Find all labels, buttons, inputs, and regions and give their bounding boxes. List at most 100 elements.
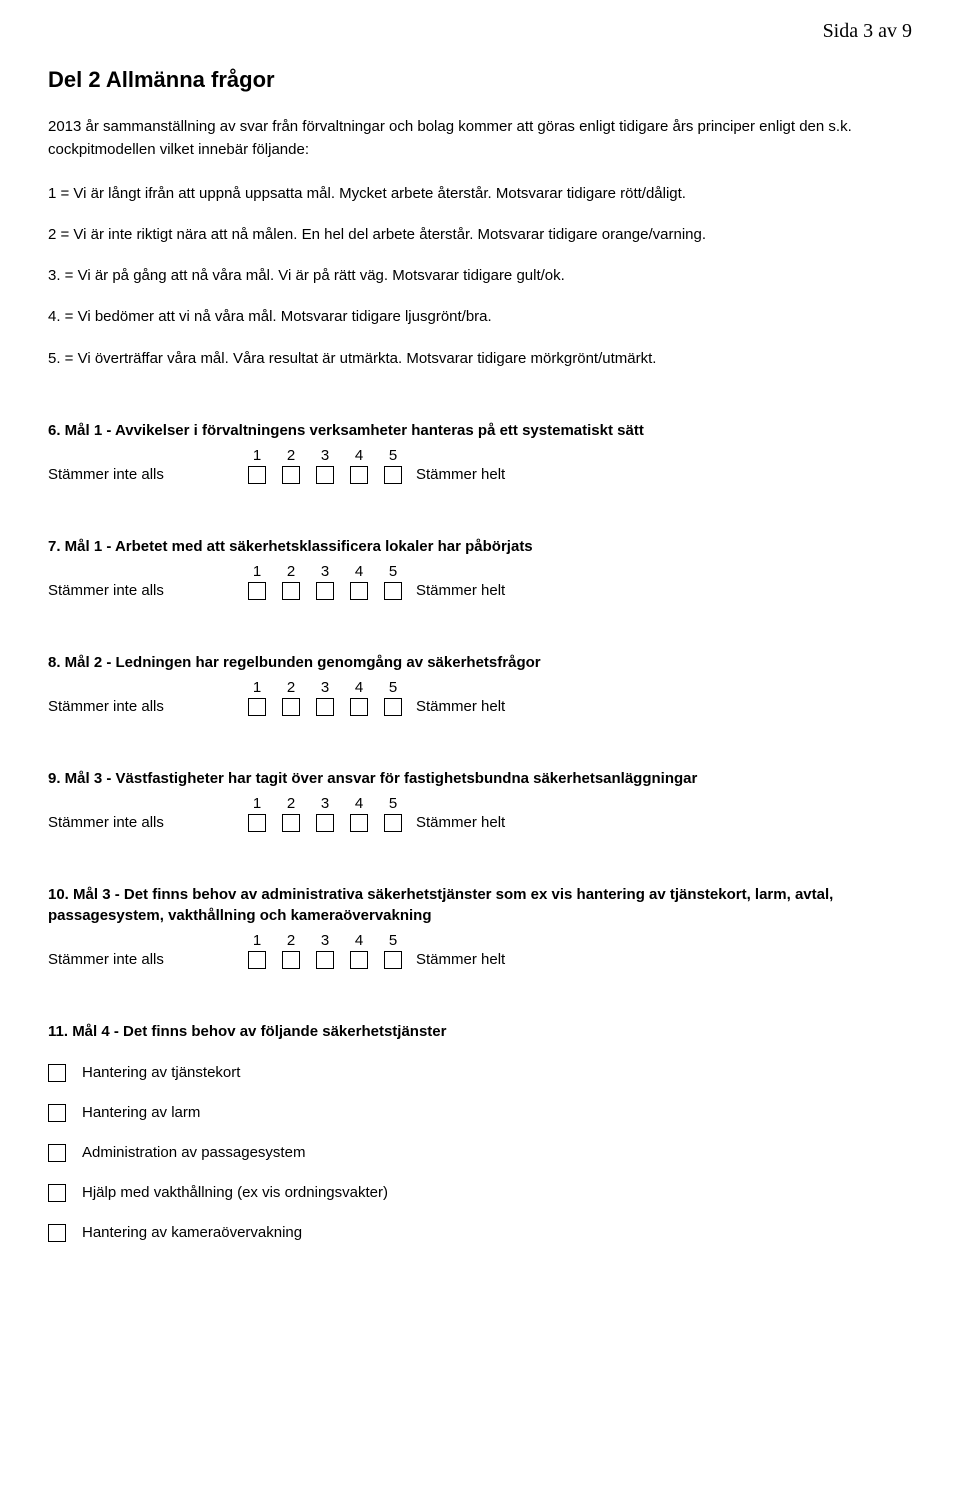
scale-checkbox-4[interactable] <box>350 814 368 832</box>
scale-checkbox-3[interactable] <box>316 582 334 600</box>
option-label: Hjälp med vakthållning (ex vis ordningsv… <box>82 1184 388 1201</box>
scale-num: 1 <box>253 563 261 580</box>
scale-num: 4 <box>355 679 363 696</box>
scale-label-left: Stämmer inte alls <box>48 582 248 600</box>
question-11: 11. Mål 4 - Det finns behov av följande … <box>48 1021 912 1242</box>
question-8: 8. Mål 2 - Ledningen har regelbunden gen… <box>48 652 912 716</box>
option-row: Hjälp med vakthållning (ex vis ordningsv… <box>48 1184 912 1202</box>
scale-num: 4 <box>355 447 363 464</box>
question-text: 6. Mål 1 - Avvikelser i förvaltningens v… <box>48 420 912 441</box>
scale-checkbox-2[interactable] <box>282 466 300 484</box>
scale-checkbox-5[interactable] <box>384 814 402 832</box>
scale-num: 3 <box>321 679 329 696</box>
scale-checkbox-4[interactable] <box>350 466 368 484</box>
scale-checkbox-2[interactable] <box>282 698 300 716</box>
scale-checkbox-4[interactable] <box>350 951 368 969</box>
scale-num: 2 <box>287 679 295 696</box>
scale-checkbox-5[interactable] <box>384 466 402 484</box>
scale-checkbox-4[interactable] <box>350 582 368 600</box>
scale-num: 5 <box>389 679 397 696</box>
question-text: 9. Mål 3 - Västfastigheter har tagit öve… <box>48 768 912 789</box>
scale-num: 3 <box>321 932 329 949</box>
options-list: Hantering av tjänstekort Hantering av la… <box>48 1064 912 1242</box>
scale-num: 1 <box>253 795 261 812</box>
scale-label-right: Stämmer helt <box>402 466 505 484</box>
scale-checkbox-5[interactable] <box>384 951 402 969</box>
scale-num: 3 <box>321 795 329 812</box>
scale-num: 1 <box>253 932 261 949</box>
scale-checkbox-3[interactable] <box>316 698 334 716</box>
question-text: 11. Mål 4 - Det finns behov av följande … <box>48 1021 912 1042</box>
option-checkbox[interactable] <box>48 1184 66 1202</box>
intro-item: 4. = Vi bedömer att vi nå våra mål. Mots… <box>48 305 912 328</box>
question-text: 10. Mål 3 - Det finns behov av administr… <box>48 884 912 926</box>
option-checkbox[interactable] <box>48 1064 66 1082</box>
section-title: Del 2 Allmänna frågor <box>48 67 912 93</box>
scale-checkbox-2[interactable] <box>282 814 300 832</box>
scale-checkbox-5[interactable] <box>384 698 402 716</box>
question-text: 8. Mål 2 - Ledningen har regelbunden gen… <box>48 652 912 673</box>
scale-num: 3 <box>321 447 329 464</box>
scale-num: 1 <box>253 447 261 464</box>
scale-num: 4 <box>355 932 363 949</box>
question-10: 10. Mål 3 - Det finns behov av administr… <box>48 884 912 969</box>
page-indicator: Sida 3 av 9 <box>48 20 912 43</box>
option-label: Hantering av tjänstekort <box>82 1064 240 1081</box>
scale-num: 1 <box>253 679 261 696</box>
scale-label-left: Stämmer inte alls <box>48 951 248 969</box>
scale-num: 2 <box>287 932 295 949</box>
question-7: 7. Mål 1 - Arbetet med att säkerhetsklas… <box>48 536 912 600</box>
intro-block: 2013 år sammanställning av svar från för… <box>48 115 912 370</box>
option-row: Hantering av tjänstekort <box>48 1064 912 1082</box>
scale-num: 4 <box>355 563 363 580</box>
option-label: Hantering av kameraövervakning <box>82 1224 302 1241</box>
scale-num: 5 <box>389 447 397 464</box>
scale-num: 5 <box>389 795 397 812</box>
scale-checkbox-2[interactable] <box>282 951 300 969</box>
option-checkbox[interactable] <box>48 1104 66 1122</box>
scale-checkbox-3[interactable] <box>316 951 334 969</box>
intro-lead: 2013 år sammanställning av svar från för… <box>48 115 912 162</box>
scale-num: 3 <box>321 563 329 580</box>
option-row: Administration av passagesystem <box>48 1144 912 1162</box>
scale-checkbox-3[interactable] <box>316 814 334 832</box>
scale-num: 2 <box>287 447 295 464</box>
scale-num: 4 <box>355 795 363 812</box>
scale-checkbox-5[interactable] <box>384 582 402 600</box>
option-row: Hantering av kameraövervakning <box>48 1224 912 1242</box>
likert-scale: Stämmer inte alls 1 2 3 4 5 Stämmer helt <box>48 932 912 969</box>
scale-num: 5 <box>389 563 397 580</box>
question-6: 6. Mål 1 - Avvikelser i förvaltningens v… <box>48 420 912 484</box>
scale-label-right: Stämmer helt <box>402 698 505 716</box>
likert-scale: Stämmer inte alls 1 2 3 4 5 Stämmer helt <box>48 795 912 832</box>
scale-num: 2 <box>287 563 295 580</box>
scale-checkbox-1[interactable] <box>248 951 266 969</box>
scale-label-left: Stämmer inte alls <box>48 814 248 832</box>
page: Sida 3 av 9 Del 2 Allmänna frågor 2013 å… <box>0 0 960 1282</box>
intro-item: 2 = Vi är inte riktigt nära att nå målen… <box>48 223 912 246</box>
question-9: 9. Mål 3 - Västfastigheter har tagit öve… <box>48 768 912 832</box>
intro-item: 3. = Vi är på gång att nå våra mål. Vi ä… <box>48 264 912 287</box>
scale-checkbox-1[interactable] <box>248 466 266 484</box>
likert-scale: Stämmer inte alls 1 2 3 4 5 Stämmer helt <box>48 679 912 716</box>
question-text: 7. Mål 1 - Arbetet med att säkerhetsklas… <box>48 536 912 557</box>
scale-checkbox-4[interactable] <box>350 698 368 716</box>
scale-label-left: Stämmer inte alls <box>48 698 248 716</box>
option-checkbox[interactable] <box>48 1224 66 1242</box>
scale-label-right: Stämmer helt <box>402 814 505 832</box>
option-row: Hantering av larm <box>48 1104 912 1122</box>
scale-checkbox-1[interactable] <box>248 698 266 716</box>
scale-num: 2 <box>287 795 295 812</box>
scale-checkbox-3[interactable] <box>316 466 334 484</box>
option-label: Administration av passagesystem <box>82 1144 305 1161</box>
intro-item: 1 = Vi är långt ifrån att uppnå uppsatta… <box>48 182 912 205</box>
likert-scale: Stämmer inte alls 1 2 3 4 5 Stämmer helt <box>48 563 912 600</box>
scale-label-right: Stämmer helt <box>402 951 505 969</box>
scale-label-left: Stämmer inte alls <box>48 466 248 484</box>
scale-label-right: Stämmer helt <box>402 582 505 600</box>
scale-checkbox-2[interactable] <box>282 582 300 600</box>
scale-checkbox-1[interactable] <box>248 814 266 832</box>
option-checkbox[interactable] <box>48 1144 66 1162</box>
scale-checkbox-1[interactable] <box>248 582 266 600</box>
intro-item: 5. = Vi överträffar våra mål. Våra resul… <box>48 347 912 370</box>
